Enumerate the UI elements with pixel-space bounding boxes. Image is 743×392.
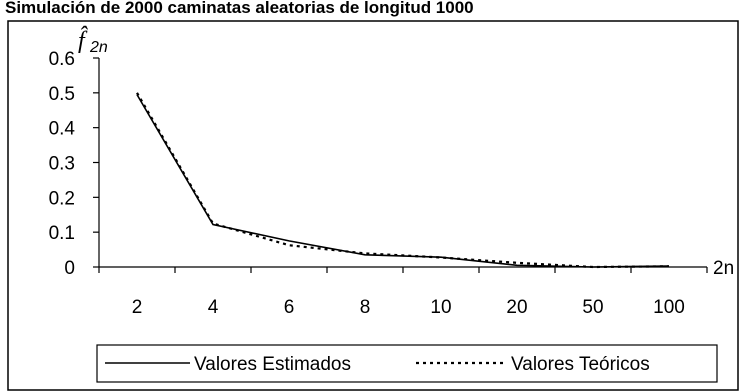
series-layer <box>136 92 670 269</box>
y-tick-label: 0.4 <box>49 119 76 140</box>
y-tick-label: 0.2 <box>49 188 75 209</box>
series-line-estimados <box>136 94 670 268</box>
legend: Valores Estimados Valores Teóricos <box>96 344 718 383</box>
x-tick-label: 4 <box>208 297 219 318</box>
x-tick-label: 100 <box>653 297 685 318</box>
x-tick-label: 8 <box>360 297 371 318</box>
y-tick-label: 0.1 <box>49 223 75 244</box>
y-axis-label: f̂ <box>78 26 88 54</box>
y-tick-label: 0.3 <box>49 154 75 175</box>
x-tick-label: 6 <box>284 297 295 318</box>
y-tick-label: 0.6 <box>49 49 75 70</box>
x-axis-label: 2n <box>713 258 734 279</box>
chart-frame <box>7 20 739 391</box>
y-tick-label: 0 <box>64 258 75 279</box>
x-ticks: 2 4 6 8 10 20 50 100 <box>98 267 708 318</box>
x-tick-label: 2 <box>132 297 143 318</box>
x-tick-label: 20 <box>506 297 527 318</box>
legend-label-estimados: Valores Estimados <box>194 354 351 375</box>
series-line-teoricos <box>136 92 670 269</box>
x-tick-label: 10 <box>430 297 451 318</box>
y-axis-label-subscript: 2n <box>89 39 108 56</box>
chart-title: Simulación de 2000 caminatas aleatorias … <box>5 0 474 17</box>
legend-box <box>96 344 718 383</box>
legend-label-teoricos: Valores Teóricos <box>511 354 650 375</box>
x-tick-label: 50 <box>582 297 603 318</box>
y-ticks: 0 0.1 0.2 0.3 0.4 0.5 0.6 <box>49 49 99 279</box>
y-tick-label: 0.5 <box>49 84 75 105</box>
